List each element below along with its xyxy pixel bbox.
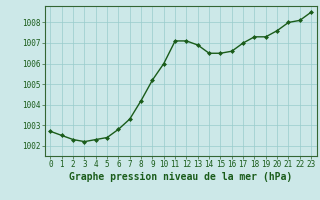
X-axis label: Graphe pression niveau de la mer (hPa): Graphe pression niveau de la mer (hPa) (69, 172, 292, 182)
